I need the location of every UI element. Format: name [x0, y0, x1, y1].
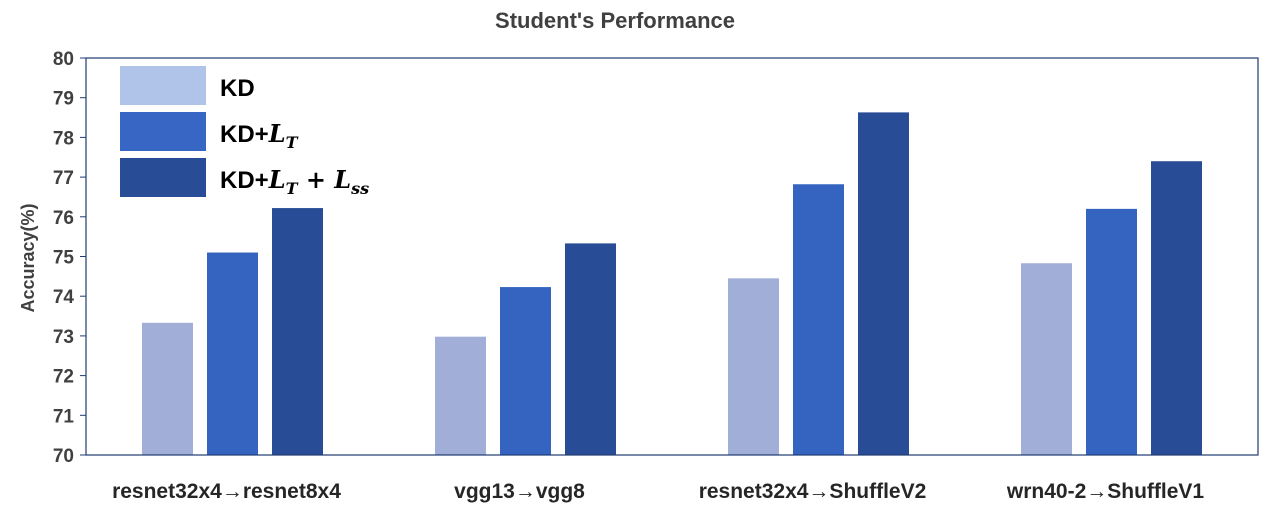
legend-swatch-3	[120, 158, 206, 197]
bar-series-3-cat-3	[858, 112, 909, 455]
bar-series-2-cat-4	[1086, 208, 1137, 455]
bar-series-1-cat-2	[435, 336, 486, 455]
x-tick-label: vgg13→vgg8	[454, 480, 585, 503]
chart-title: Student's Performance	[495, 8, 735, 33]
y-tick-label: 76	[53, 208, 74, 229]
legend-label-1: KD	[220, 75, 255, 102]
y-tick-label: 80	[53, 49, 74, 70]
x-tick-label: resnet32x4→resnet8x4	[112, 480, 341, 503]
y-axis-ticks: 70 71 72 73 74 75 76 77 78 79 80	[53, 49, 86, 467]
y-tick-label: 79	[53, 89, 74, 110]
bar-series-3-cat-2	[565, 243, 616, 455]
legend-label-3: KD+LT + Lss	[220, 165, 369, 198]
y-tick-label: 77	[53, 168, 74, 189]
bar-series-1-cat-4	[1021, 263, 1072, 455]
x-tick-label: wrn40-2→ShuffleV1	[1006, 480, 1205, 503]
bar-series-2-cat-2	[500, 287, 551, 455]
y-tick-label: 70	[53, 446, 74, 467]
bar-series-3-cat-1	[272, 208, 323, 455]
legend: KD KD+LT KD+LT + Lss	[120, 66, 369, 198]
y-tick-label: 72	[53, 367, 74, 388]
y-tick-label: 71	[53, 406, 75, 427]
y-axis-label: Accuracy(%)	[18, 203, 38, 312]
y-tick-label: 75	[53, 248, 75, 269]
plot-frame	[85, 57, 1259, 456]
bar-series-1-cat-1	[142, 322, 193, 455]
x-axis-ticks: resnet32x4→resnet8x4 vgg13→vgg8 resnet32x4…	[112, 480, 1204, 503]
bars	[142, 112, 1202, 455]
y-tick-label: 73	[53, 327, 74, 348]
bar-series-3-cat-4	[1151, 161, 1202, 455]
legend-swatch-1	[120, 66, 206, 105]
legend-label-2: KD+LT	[220, 119, 299, 152]
legend-swatch-2	[120, 112, 206, 151]
x-tick-label: resnet32x4→ShuffleV2	[699, 480, 927, 503]
bar-series-2-cat-1	[207, 252, 258, 455]
y-tick-label: 74	[53, 287, 75, 308]
y-tick-label: 78	[53, 128, 74, 149]
bar-series-2-cat-3	[793, 184, 844, 455]
bar-series-1-cat-3	[728, 278, 779, 455]
